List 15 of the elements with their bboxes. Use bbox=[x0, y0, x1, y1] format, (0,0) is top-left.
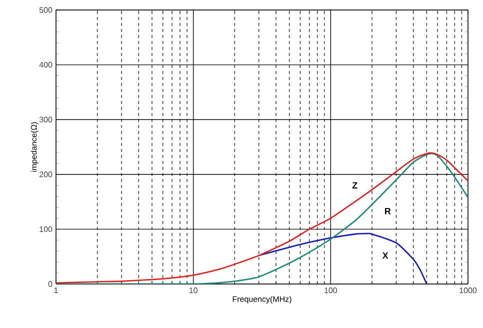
y-tick-label: 300 bbox=[39, 116, 52, 122]
y-tick-label: 500 bbox=[39, 7, 52, 13]
x-tick-label: 1 bbox=[54, 288, 58, 294]
x-tick-label: 1000 bbox=[460, 288, 477, 294]
x-tick-label: 100 bbox=[324, 288, 338, 294]
y-tick-label: 400 bbox=[39, 62, 52, 68]
series-label: R bbox=[384, 208, 391, 214]
series-label: X bbox=[382, 252, 388, 259]
y-tick-label: 100 bbox=[40, 226, 52, 232]
x-axis-title: Frequency(MHz) bbox=[232, 296, 292, 304]
y-axis-title: impedance(Ω) bbox=[30, 122, 38, 172]
y-tick-label: 0 bbox=[48, 281, 52, 287]
series-label: Z bbox=[352, 182, 358, 188]
y-tick-label: 200 bbox=[40, 172, 52, 178]
x-tick-label: 10 bbox=[189, 288, 198, 294]
